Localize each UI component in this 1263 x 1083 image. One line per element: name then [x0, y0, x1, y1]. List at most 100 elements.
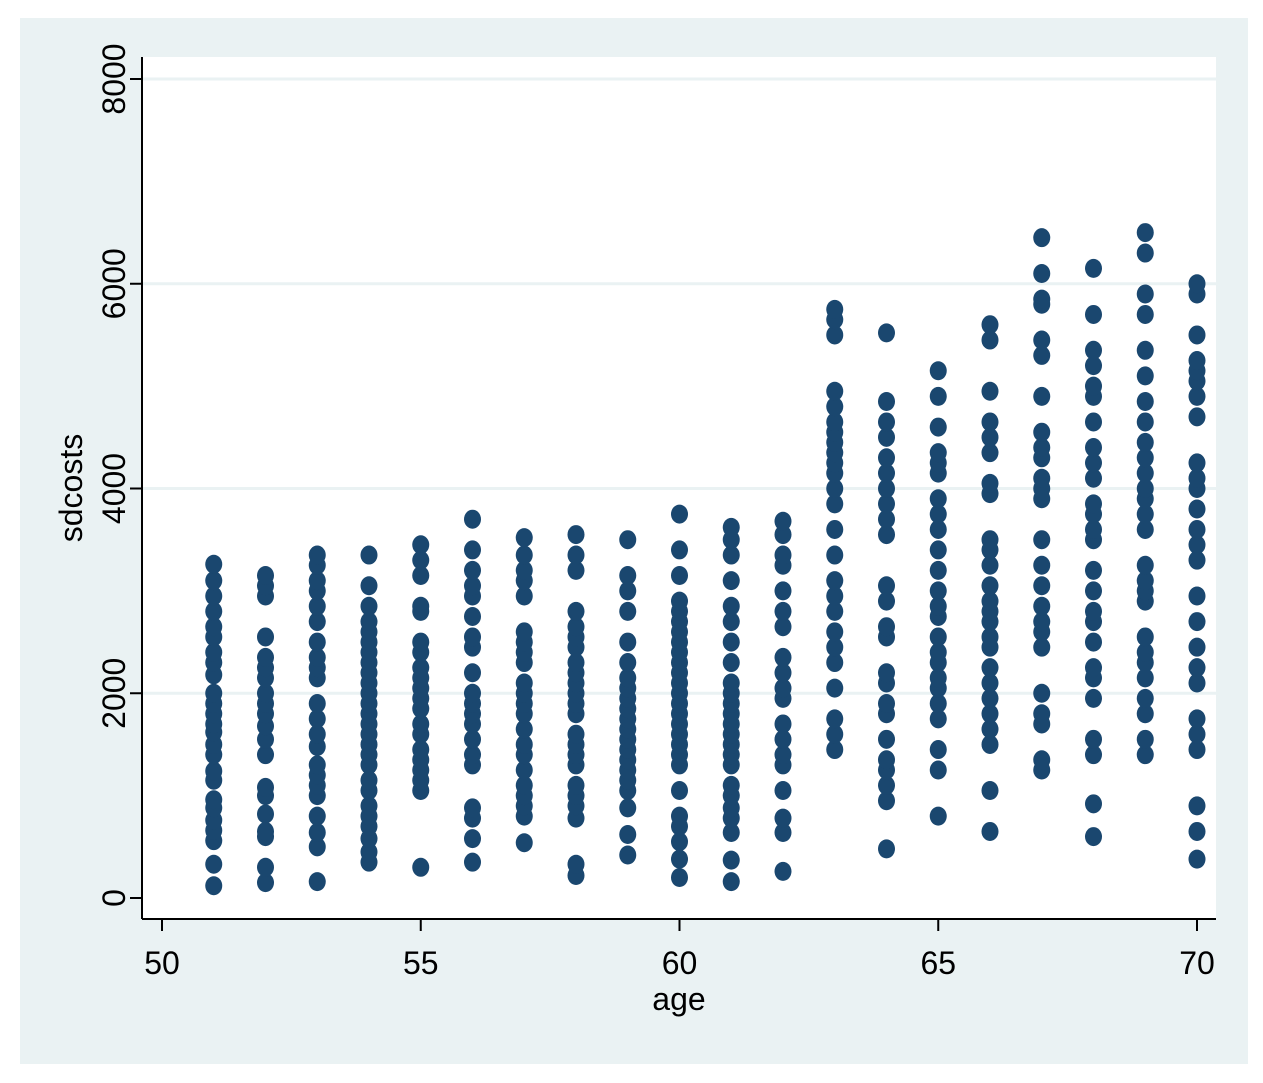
data-point: [1085, 376, 1102, 396]
data-point: [878, 427, 895, 447]
data-point: [205, 854, 223, 874]
data-point: [774, 663, 792, 683]
data-point: [774, 729, 792, 749]
data-point: [722, 872, 740, 892]
data-point: [257, 683, 274, 703]
data-point: [722, 612, 740, 632]
data-point: [722, 545, 740, 565]
data-point: [412, 658, 430, 678]
data-point: [412, 596, 430, 616]
data-point: [205, 617, 223, 637]
data-point: [878, 494, 895, 514]
data-point: [774, 714, 792, 734]
data-point: [1033, 530, 1051, 550]
data-point: [826, 381, 844, 401]
data-point: [826, 709, 844, 729]
data-point: [308, 647, 326, 667]
data-point: [257, 873, 274, 893]
data-point: [1085, 468, 1102, 488]
data-point: [412, 632, 430, 652]
data-point: [567, 724, 585, 744]
data-point: [878, 391, 895, 411]
data-point: [1085, 601, 1102, 621]
data-point: [774, 808, 792, 828]
data-point: [929, 504, 947, 524]
data-point: [1085, 519, 1102, 539]
data-point: [464, 683, 481, 703]
data-point: [1136, 412, 1154, 432]
data-point: [308, 822, 326, 842]
data-point: [567, 560, 585, 580]
data-point: [464, 509, 481, 529]
data-point: [1033, 468, 1051, 488]
data-point: [308, 571, 326, 591]
data-point: [826, 601, 844, 621]
data-point: [464, 852, 481, 872]
data-point: [878, 729, 895, 749]
data-point: [1188, 821, 1206, 841]
data-point: [826, 571, 844, 591]
data-point: [826, 494, 844, 514]
data-point: [722, 673, 740, 693]
data-point: [1085, 356, 1102, 376]
data-point: [619, 632, 637, 652]
data-point: [1033, 422, 1051, 442]
data-point: [360, 842, 378, 862]
data-point: [671, 566, 688, 586]
data-point: [826, 397, 844, 417]
data-point: [308, 724, 326, 744]
y-tick-label: 6000: [96, 248, 132, 319]
data-point: [981, 673, 999, 693]
data-point: [671, 540, 688, 560]
data-point: [257, 857, 274, 877]
data-point: [1033, 637, 1051, 657]
data-point: [671, 591, 688, 611]
data-point: [360, 576, 378, 596]
x-axis-ticks: 50 55 60 65 70: [144, 919, 1215, 981]
data-point: [515, 528, 533, 548]
data-point: [1033, 596, 1051, 616]
data-point: [929, 627, 947, 647]
data-point: [981, 576, 999, 596]
data-point: [671, 832, 688, 852]
data-point: [1188, 325, 1206, 345]
data-point: [619, 566, 637, 586]
data-point: [774, 511, 792, 531]
data-point: [722, 850, 740, 870]
data-point: [981, 427, 999, 447]
data-point: [981, 627, 999, 647]
data-point: [619, 845, 637, 865]
data-point: [878, 750, 895, 770]
data-point: [464, 606, 481, 626]
data-point: [981, 381, 999, 401]
data-point: [464, 560, 481, 580]
data-point: [1136, 243, 1154, 263]
data-point: [826, 412, 844, 432]
data-point: [205, 554, 223, 574]
data-point: [515, 622, 533, 642]
data-point: [308, 596, 326, 616]
data-point: [515, 833, 533, 853]
data-point: [1188, 612, 1206, 632]
data-point: [774, 822, 792, 842]
data-point: [205, 876, 223, 896]
data-point: [1136, 479, 1154, 498]
data-point: [1033, 555, 1051, 575]
data-point: [619, 530, 637, 550]
data-point: [929, 581, 947, 601]
data-point: [205, 601, 223, 621]
data-point: [1085, 794, 1102, 814]
data-point: [308, 693, 326, 713]
data-point: [1033, 576, 1051, 596]
data-point: [981, 704, 999, 724]
data-point: [722, 775, 740, 795]
data-point: [981, 443, 999, 463]
data-point: [1188, 453, 1206, 473]
data-point: [981, 473, 999, 493]
data-point: [774, 525, 792, 545]
data-point: [722, 517, 740, 537]
data-point: [464, 627, 481, 647]
data-point: [878, 693, 895, 713]
data-point: [878, 591, 895, 611]
data-point: [929, 361, 947, 381]
